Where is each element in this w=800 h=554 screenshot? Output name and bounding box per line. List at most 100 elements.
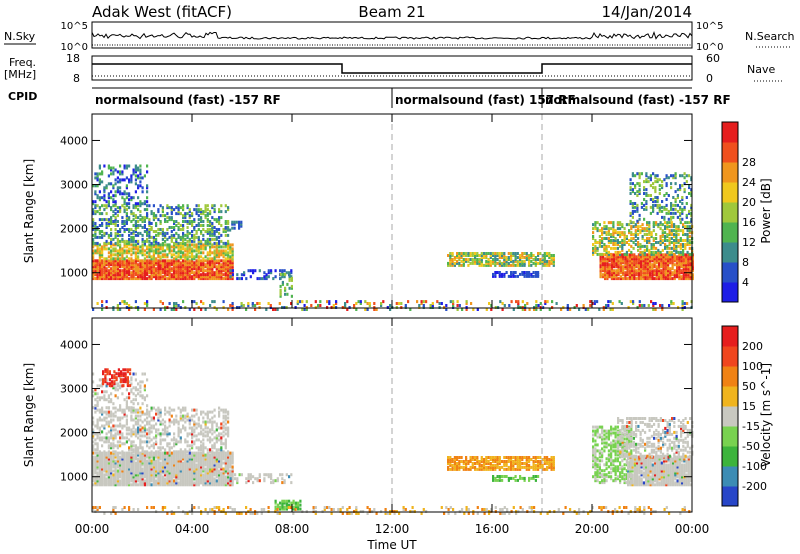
- heatmap-cell: [215, 237, 218, 241]
- heatmap-cell: [220, 273, 223, 277]
- heatmap-cell: [671, 259, 674, 263]
- heatmap-cell: [633, 261, 636, 265]
- heatmap-cell: [98, 235, 101, 239]
- heatmap-cell: [188, 216, 191, 220]
- heatmap-cell: [143, 453, 146, 457]
- heatmap-cell: [202, 467, 205, 471]
- heatmap-cell: [134, 216, 137, 220]
- heatmap-cell: [288, 276, 291, 280]
- heatmap-cell: [146, 233, 149, 237]
- heatmap-cell: [209, 459, 212, 463]
- heatmap-cell: [195, 455, 198, 459]
- heatmap-cell: [139, 444, 142, 448]
- heatmap-cell: [195, 245, 198, 249]
- heatmap-cell: [645, 200, 648, 203]
- heatmap-cell: [173, 222, 176, 225]
- heatmap-cell: [193, 257, 196, 261]
- heatmap-cell: [647, 194, 650, 197]
- heatmap-cell: [218, 471, 221, 475]
- heatmap-cell: [159, 473, 162, 477]
- heatmap-cell: [622, 255, 625, 259]
- heatmap-cell: [202, 277, 205, 281]
- heatmap-cell: [639, 250, 642, 254]
- heatmap-cell: [92, 233, 95, 237]
- heatmap-cell: [141, 477, 144, 481]
- heatmap-cell: [617, 259, 620, 263]
- heatmap-cell: [139, 267, 142, 271]
- heatmap-cell: [195, 475, 198, 479]
- heatmap-cell: [675, 225, 678, 229]
- heatmap-cell: [629, 300, 632, 304]
- heatmap-cell: [229, 267, 232, 271]
- heatmap-cell: [101, 224, 104, 227]
- heatmap-cell: [667, 273, 670, 277]
- heatmap-cell: [132, 455, 135, 459]
- heatmap-cell: [170, 267, 173, 271]
- heatmap-cell: [110, 196, 113, 200]
- heatmap-cell: [222, 471, 225, 475]
- heatmap-cell: [487, 261, 490, 265]
- heatmap-cell: [96, 204, 99, 208]
- heatmap-cell: [132, 461, 135, 465]
- heatmap-cell: [605, 237, 608, 240]
- heatmap-cell: [621, 239, 624, 242]
- heatmap-cell: [621, 243, 624, 246]
- heatmap-cell: [139, 440, 142, 444]
- heatmap-cell: [182, 267, 185, 271]
- heatmap-cell: [152, 275, 155, 279]
- heatmap-cell: [541, 261, 544, 265]
- heatmap-cell: [175, 459, 178, 463]
- heatmap-cell: [661, 184, 664, 188]
- heatmap-cell: [134, 422, 137, 426]
- heatmap-cell: [626, 259, 629, 263]
- heatmap-cell: [155, 469, 158, 473]
- heatmap-cell: [633, 255, 636, 259]
- freq-trace: [92, 63, 692, 77]
- heatmap-cell: [101, 477, 104, 481]
- heatmap-cell: [601, 275, 604, 279]
- heatmap-cell: [686, 239, 689, 242]
- heatmap-cell: [648, 248, 651, 252]
- heatmap-cell: [128, 408, 131, 412]
- heatmap-cell: [197, 463, 200, 467]
- heatmap-cell: [494, 259, 497, 263]
- heatmap-cell: [92, 444, 95, 448]
- heatmap-cell: [389, 308, 392, 311]
- heatmap-cell: [652, 250, 655, 254]
- heatmap-cell: [661, 180, 664, 184]
- heatmap-cell: [496, 252, 499, 255]
- heatmap-cell: [125, 241, 128, 245]
- heatmap-cell: [215, 465, 218, 469]
- heatmap-cell: [610, 252, 613, 256]
- heatmap-cell: [159, 220, 162, 223]
- heatmap-cell: [179, 473, 182, 477]
- heatmap-cell: [98, 275, 101, 279]
- heatmap-cell: [668, 250, 671, 254]
- heatmap-cell: [166, 426, 169, 430]
- heatmap-cell: [616, 241, 619, 244]
- heatmap-cell: [168, 247, 171, 251]
- heatmap-cell: [161, 208, 164, 212]
- heatmap-cell: [204, 245, 207, 249]
- heatmap-cell: [632, 237, 635, 240]
- heatmap-cell: [184, 261, 187, 265]
- heatmap-cell: [231, 302, 234, 305]
- heatmap-cell: [548, 256, 551, 259]
- heatmap-cell: [177, 212, 180, 216]
- heatmap-cell: [195, 275, 198, 279]
- heatmap-cell: [94, 231, 97, 235]
- heatmap-cell: [96, 196, 99, 200]
- heatmap-cell: [653, 259, 656, 263]
- heatmap-cell: [669, 277, 672, 281]
- heatmap-cell: [116, 273, 119, 277]
- heatmap-cell: [209, 465, 212, 469]
- heatmap-cell: [130, 267, 133, 271]
- heatmap-cell: [173, 208, 176, 212]
- heatmap-cell: [166, 231, 169, 235]
- heatmap-cell: [658, 277, 661, 281]
- heatmap-cell: [155, 461, 158, 465]
- heatmap-cell: [119, 164, 122, 168]
- heatmap-cell: [179, 269, 182, 273]
- heatmap-cell: [121, 457, 124, 461]
- heatmap-cell: [512, 261, 515, 265]
